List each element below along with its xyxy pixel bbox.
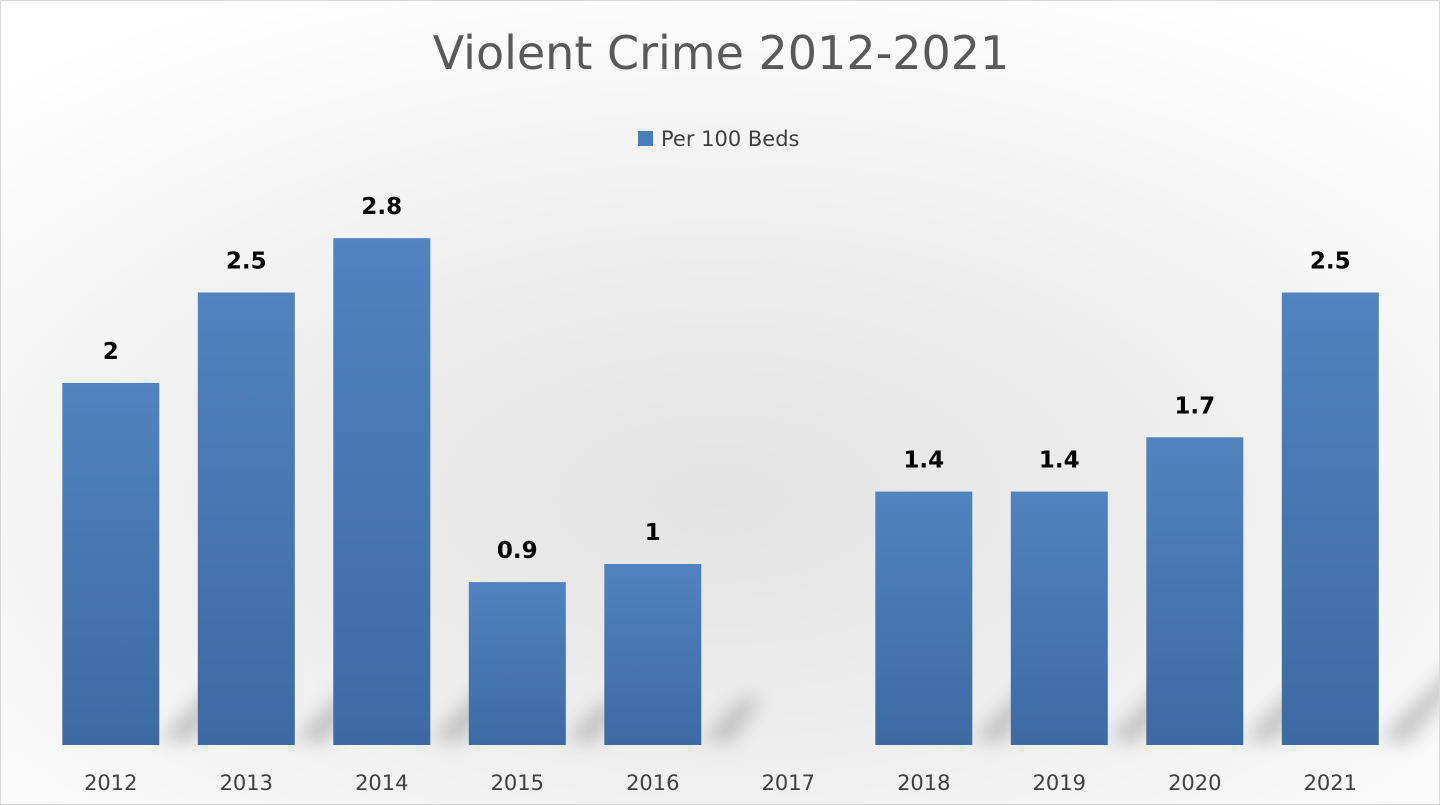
x-tick-label-2019: 2019 — [1033, 771, 1086, 795]
data-label-2016: 1 — [645, 520, 661, 546]
bar-2014 — [333, 238, 431, 745]
data-labels: 2 2.5 2.8 0.9 1 1.4 1.4 1.7 2.5 — [103, 194, 1351, 564]
bar-shadow-2021 — [1378, 678, 1439, 743]
data-label-2018: 1.4 — [903, 448, 944, 474]
x-tick-label-2016: 2016 — [626, 771, 679, 795]
x-tick-label-2013: 2013 — [220, 771, 273, 795]
chart-title: Violent Crime 2012-2021 — [433, 26, 1010, 80]
bar-2018 — [875, 491, 973, 745]
bars — [62, 238, 1379, 745]
x-tick-label-2018: 2018 — [897, 771, 950, 795]
data-label-2021: 2.5 — [1310, 249, 1351, 275]
x-tick-label-2015: 2015 — [491, 771, 544, 795]
bar-shadow-2016 — [701, 698, 762, 743]
x-tick-label-2012: 2012 — [84, 771, 137, 795]
data-label-2014: 2.8 — [361, 194, 402, 220]
bar-2015 — [468, 582, 566, 745]
x-axis-tick-labels: 2012 2013 2014 2015 2016 2017 2018 2019 2020 2021 — [84, 771, 1357, 795]
x-tick-label-2020: 2020 — [1168, 771, 1221, 795]
bar-2016 — [604, 564, 702, 745]
x-tick-label-2014: 2014 — [355, 771, 408, 795]
bar-2013 — [197, 292, 295, 745]
bar-2019 — [1010, 491, 1108, 745]
data-label-2013: 2.5 — [226, 249, 267, 275]
bar-2021 — [1281, 292, 1379, 745]
bar-2012 — [62, 383, 160, 745]
data-label-2020: 1.7 — [1174, 393, 1215, 419]
bar-2020 — [1146, 437, 1244, 745]
x-tick-label-2017: 2017 — [762, 771, 815, 795]
legend-swatch — [638, 131, 653, 146]
data-label-2015: 0.9 — [497, 538, 538, 564]
data-label-2012: 2 — [103, 339, 119, 365]
x-tick-label-2021: 2021 — [1304, 771, 1357, 795]
legend: Per 100 Beds — [638, 127, 800, 151]
legend-label: Per 100 Beds — [661, 127, 800, 151]
data-label-2019: 1.4 — [1039, 448, 1080, 474]
